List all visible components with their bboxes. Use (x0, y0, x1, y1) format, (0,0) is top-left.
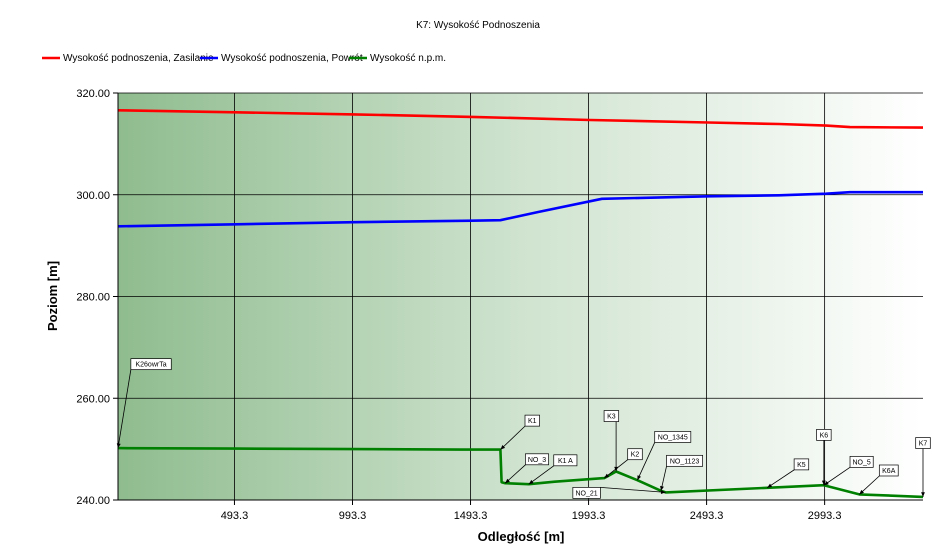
annotation-arrowhead (528, 479, 534, 485)
annotation-arrow (766, 469, 795, 489)
annotation-label: K6A (882, 468, 896, 475)
annotation-label: K7 (919, 441, 928, 448)
chart-title: K7: Wysokość Podnoszenia (416, 20, 540, 31)
y-tick-label: 240.00 (76, 495, 110, 507)
annotation-label: K2 (631, 452, 640, 459)
annotation-arrowhead (823, 481, 829, 486)
annotation-no-21: NO_21 (572, 486, 666, 499)
y-tick-label: 320.00 (76, 88, 110, 100)
annotation-box (603, 410, 620, 422)
annotation-arrow (500, 425, 526, 450)
x-tick-label: 993.3 (339, 510, 367, 522)
annotation-box (878, 464, 899, 477)
annotation-arrow (528, 465, 554, 485)
annotation-box (654, 431, 692, 443)
annotation-arrow (604, 459, 628, 479)
legend-label-wysoko-podnoszenia-zasilanie: Wysokość podnoszenia, Zasilanie (63, 53, 214, 64)
annotation-arrowhead (821, 480, 826, 486)
y-tick-label: 300.00 (76, 190, 110, 202)
y-tick-label: 280.00 (76, 292, 110, 304)
annotation-arrow (117, 369, 132, 449)
annotation-label: NO_1345 (658, 434, 688, 441)
series-line-wysoko-n-p-m (117, 446, 924, 499)
annotation-label: NO_21 (576, 490, 598, 497)
annotation-box (524, 414, 540, 427)
annotation-arrow (636, 442, 656, 481)
annotation-k6: K6 (816, 429, 832, 486)
annotation-no-1345: NO_1345 (636, 431, 692, 481)
annotation-label: K3 (607, 414, 616, 421)
axis-ticks: 493.3 993.3 1493.3 1993.3 2493.3 2993.3 320.00… (76, 88, 841, 522)
annotation-box (627, 448, 643, 461)
annotation-arrowhead (500, 445, 506, 450)
annotation-arrowhead (604, 473, 610, 479)
annotation-label: K6 (820, 432, 829, 439)
annotation-label: K5 (797, 462, 806, 469)
annotation-label: K26owrTa (135, 362, 166, 369)
annotation-arrowhead (859, 489, 864, 495)
annotation-no-5: NO_5 (823, 455, 874, 486)
annotation-box (553, 454, 578, 467)
annotation-box (915, 437, 931, 449)
annotation-k1: K1 (500, 414, 540, 450)
annotation-no-1123: NO_1123 (660, 454, 703, 491)
annotation-label: K1 A (558, 458, 573, 465)
annotation-box (572, 487, 601, 499)
legend-label-wysoko-podnoszenia-powr-t: Wysokość podnoszenia, Powrót (221, 53, 363, 64)
annotation-arrow (600, 486, 666, 493)
x-tick-label: 493.3 (221, 510, 249, 522)
annotation-k7: K7 (915, 437, 931, 497)
x-tick-label: 2493.3 (690, 510, 724, 522)
x-tick-label: 1493.3 (454, 510, 488, 522)
annotation-arrow (823, 467, 851, 486)
annotation-box (849, 455, 874, 468)
legend-label-wysoko-n-p-m: Wysokość n.p.m. (370, 53, 446, 64)
x-tick-label: 1993.3 (572, 510, 606, 522)
x-axis-title: Odległość [m] (478, 529, 565, 544)
series-line-wysoko-podnoszenia-zasilanie (117, 109, 924, 129)
annotation-k2: K2 (604, 448, 643, 479)
annotation-box (666, 454, 703, 467)
annotation-label: NO_1123 (670, 458, 700, 465)
legend: Wysokość podnoszenia, Zasilanie Wysokość … (42, 53, 446, 64)
series-layer (117, 109, 924, 499)
annotation-arrowhead (505, 478, 510, 484)
annotation-k5: K5 (766, 458, 810, 489)
annotation-layer: K26owrTa K1 NO_3 K1 A K3 K2 NO_1345 NO_1123 NO_2… (116, 358, 931, 499)
annotation-arrowhead (637, 475, 641, 481)
annotation-arrowhead (921, 492, 925, 497)
annotation-k6a: K6A (858, 464, 899, 495)
annotation-label: K1 (528, 418, 537, 425)
annotation-k1-a: K1 A (528, 454, 578, 485)
annotation-k26owrta: K26owrTa (116, 358, 172, 449)
x-tick-label: 2993.3 (808, 510, 842, 522)
annotation-no-3: NO_3 (504, 453, 549, 484)
annotation-arrowhead (660, 485, 664, 491)
y-axis-title: Poziom [m] (45, 261, 60, 331)
annotation-box (130, 358, 172, 371)
annotation-box (816, 429, 832, 441)
series-line-wysoko-podnoszenia-powr-t (117, 190, 923, 228)
annotation-label: NO_5 (852, 459, 870, 466)
y-tick-label: 260.00 (76, 393, 110, 405)
annotation-box (793, 458, 810, 471)
annotation-box (525, 453, 549, 466)
annotation-label: NO_3 (528, 457, 546, 464)
annotation-arrowhead (660, 490, 666, 494)
annotation-arrowhead (767, 483, 773, 488)
